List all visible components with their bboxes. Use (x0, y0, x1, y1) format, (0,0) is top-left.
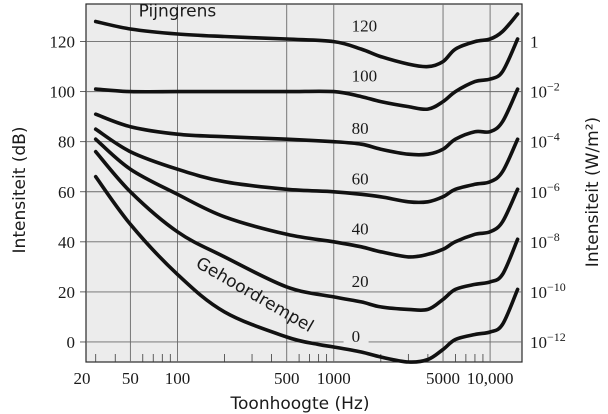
curve-100-phon (93, 37, 520, 112)
y2-tick-label: 10−2 (530, 80, 560, 102)
curve-label-backdrop (343, 66, 387, 86)
y-tick-label: 40 (58, 233, 75, 252)
x-tick-label: 500 (274, 369, 300, 388)
curve-labels: 0 20 40 60 80 100 120 (343, 16, 387, 346)
curve-120-phon (93, 12, 520, 69)
y-tick-label: 60 (58, 183, 75, 202)
y-axis-ticks: 0 20 40 60 80 100 120 (50, 33, 86, 352)
curve-label-60: 60 (352, 169, 369, 188)
curve-label-100: 100 (352, 67, 378, 86)
y2-axis-ticks: 1 10−2 10−4 10−6 10−8 10−10 10−12 (530, 33, 566, 352)
curve-label-backdrop (343, 169, 378, 189)
x-tick-label: 1000 (317, 369, 351, 388)
x-tick-label: 5000 (426, 369, 460, 388)
y2-tick-label: 10−10 (530, 280, 566, 302)
curve-label-20: 20 (352, 272, 369, 291)
curve-label-40: 40 (352, 219, 369, 238)
curve-label-backdrop (343, 271, 378, 291)
curve-label-backdrop (343, 219, 378, 239)
annotation-pijngrens: Pijngrens (139, 2, 217, 22)
y-tick-label: 120 (50, 33, 76, 52)
x-tick-label: 100 (165, 369, 191, 388)
curve-40-phon (93, 137, 520, 259)
curve-label-80: 80 (352, 119, 369, 138)
y-tick-label: 80 (58, 133, 75, 152)
curve-label-backdrop (343, 119, 378, 139)
x-tick-label: 50 (122, 369, 139, 388)
y2-tick-label: 1 (530, 33, 539, 52)
y2-tick-label: 10−4 (530, 130, 560, 152)
curve-label-backdrop (343, 16, 387, 36)
curve-0-phon (93, 174, 520, 364)
curve-20-phon (93, 149, 520, 313)
curve-80-phon (93, 87, 520, 157)
y-tick-label: 20 (58, 283, 75, 302)
y2-tick-label: 10−6 (530, 180, 560, 202)
curve-label-120: 120 (352, 17, 378, 36)
x-tick-label: 20 (74, 369, 91, 388)
curve-label-0: 0 (352, 327, 361, 346)
x-tick-label: 10,000 (467, 369, 514, 388)
x-axis-title: Toonhoogte (Hz) (230, 394, 370, 414)
y2-tick-label: 10−8 (530, 230, 560, 252)
y2-axis-title: Intensiteit (W/m²) (583, 117, 603, 267)
y2-tick-label: 10−12 (530, 330, 566, 352)
curves (93, 12, 520, 364)
x-axis-ticks: 20 50 100 500 1000 5000 10,000 (74, 369, 514, 388)
curve-label-backdrop (343, 326, 369, 346)
y-tick-label: 0 (67, 333, 76, 352)
y-axis-title: Intensiteit (dB) (10, 127, 30, 254)
y-tick-label: 100 (50, 83, 76, 102)
curve-60-phon (93, 127, 520, 205)
